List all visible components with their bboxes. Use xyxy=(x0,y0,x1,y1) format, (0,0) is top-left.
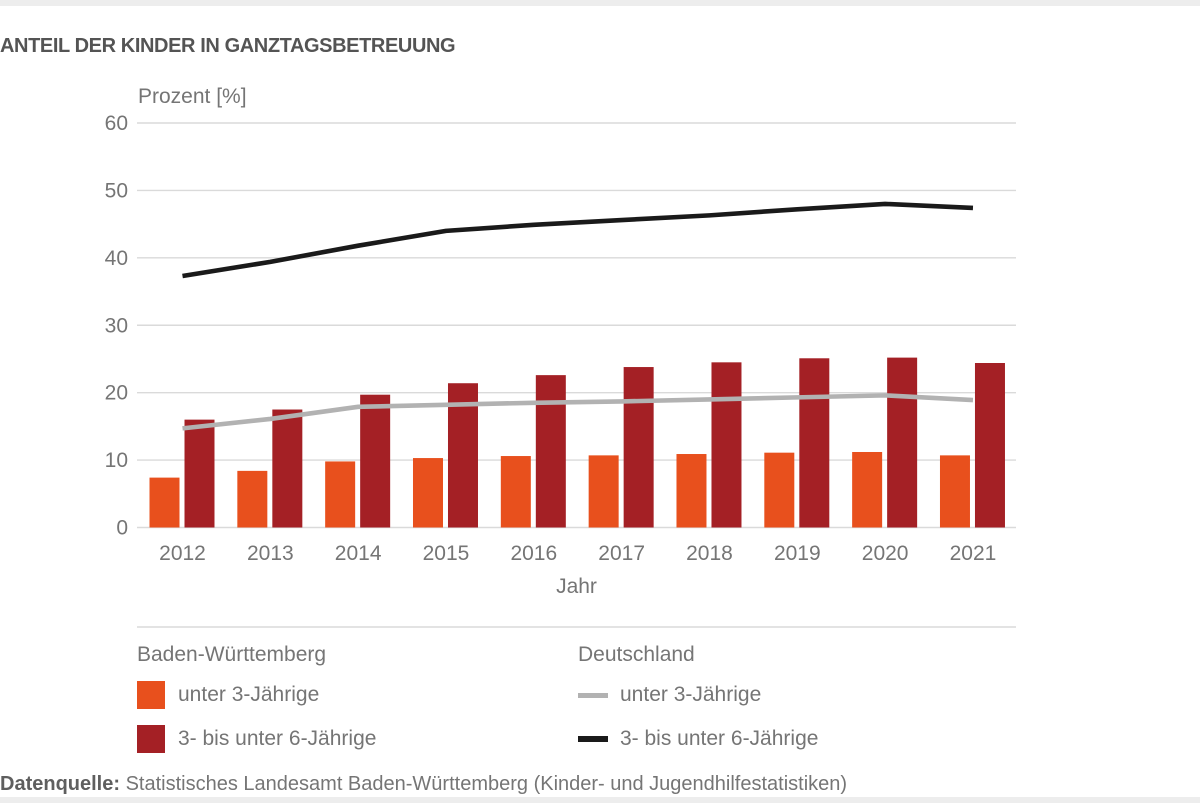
legend-item-de-3to6: 3- bis unter 6-Jährige xyxy=(578,725,818,753)
legend-label: unter 3-Jährige xyxy=(620,683,762,706)
data-source-text: Statistisches Landesamt Baden-Württember… xyxy=(125,773,848,795)
bar-bw-under3-2020 xyxy=(852,451,883,528)
legend-item-bw-under3: unter 3-Jährige xyxy=(137,681,376,709)
x-tick-label-2016: 2016 xyxy=(510,542,557,565)
line-de-3to6 xyxy=(182,201,974,279)
legend-label: 3- bis unter 6-Jährige xyxy=(620,727,819,750)
bar-bw-3to6-2012 xyxy=(184,419,215,528)
legend-label: 3- bis unter 6-Jährige xyxy=(178,727,377,750)
legend-item-bw-3to6: 3- bis unter 6-Jährige xyxy=(137,725,376,753)
y-tick-label-20: 20 xyxy=(105,382,128,405)
bar-bw-under3-2021 xyxy=(939,455,970,528)
x-tick-label-2018: 2018 xyxy=(686,542,733,565)
bar-bw-under3-2015 xyxy=(412,458,443,528)
bar-bw-under3-2013 xyxy=(237,470,268,528)
bar-bw-3to6-2013 xyxy=(272,409,303,528)
x-axis-title: Jahr xyxy=(556,575,597,598)
x-tick-label-2021: 2021 xyxy=(950,542,997,565)
legend-label: unter 3-Jährige xyxy=(178,683,320,706)
y-axis-title: Prozent [%] xyxy=(138,85,247,108)
bar-bw-3to6-2021 xyxy=(974,363,1005,528)
bar-bw-3to6-2016 xyxy=(535,375,566,528)
top-border-band xyxy=(0,0,1200,6)
x-tick-label-2014: 2014 xyxy=(335,542,382,565)
legend-header-de: Deutschland xyxy=(578,643,695,666)
bar-bw-3to6-2019 xyxy=(799,358,830,528)
bar-bw-under3-2017 xyxy=(588,455,619,528)
legend-divider xyxy=(137,626,1016,628)
bar-bw-3to6-2018 xyxy=(711,362,742,528)
gray-line-swatch-icon xyxy=(578,692,608,698)
legend-header-bw: Baden-Württemberg xyxy=(137,643,327,666)
bar-bw-under3-2019 xyxy=(764,452,795,528)
x-tick-label-2017: 2017 xyxy=(598,542,645,565)
orange-bar-swatch-icon xyxy=(137,681,165,709)
legend-deutschland: Deutschland unter 3-Jährige 3- bis unter… xyxy=(578,643,818,769)
bar-bw-3to6-2014 xyxy=(360,394,391,528)
x-tick-label-2015: 2015 xyxy=(423,542,470,565)
black-line-swatch-icon xyxy=(578,736,608,742)
bar-bw-3to6-2017 xyxy=(623,367,654,528)
dark-red-bar-swatch-icon xyxy=(137,725,165,753)
y-tick-label-0: 0 xyxy=(116,517,128,540)
x-tick-label-2012: 2012 xyxy=(159,542,206,565)
y-tick-label-50: 50 xyxy=(105,179,128,202)
bar-bw-under3-2014 xyxy=(325,461,356,528)
page-title: ANTEIL DER KINDER IN GANZTAGSBETREUUNG xyxy=(0,35,456,57)
y-tick-label-10: 10 xyxy=(105,449,128,472)
line-de-under3 xyxy=(182,393,974,431)
chart-plot-area: 0 10 20 30 40 50 60 2012 2013 2014 2015 2016 2017 201… xyxy=(105,112,1016,565)
x-tick-label-2020: 2020 xyxy=(862,542,909,565)
bottom-border-band xyxy=(0,797,1200,803)
y-tick-label-60: 60 xyxy=(105,112,128,135)
bar-bw-3to6-2020 xyxy=(887,357,918,528)
y-tick-label-30: 30 xyxy=(105,314,128,337)
bar-bw-under3-2012 xyxy=(149,477,180,528)
legend-item-de-under3: unter 3-Jährige xyxy=(578,681,818,709)
y-tick-label-40: 40 xyxy=(105,247,128,270)
x-tick-label-2013: 2013 xyxy=(247,542,294,565)
data-source-note: Datenquelle: Statistisches Landesamt Bad… xyxy=(0,773,1190,796)
bar-bw-3to6-2015 xyxy=(447,383,478,528)
data-source-label: Datenquelle: xyxy=(0,773,121,795)
bar-bw-under3-2018 xyxy=(676,454,707,528)
bar-bw-under3-2016 xyxy=(500,456,531,528)
x-tick-label-2019: 2019 xyxy=(774,542,821,565)
legend-baden-wuerttemberg: Baden-Württemberg unter 3-Jährige 3- bis… xyxy=(137,643,376,769)
